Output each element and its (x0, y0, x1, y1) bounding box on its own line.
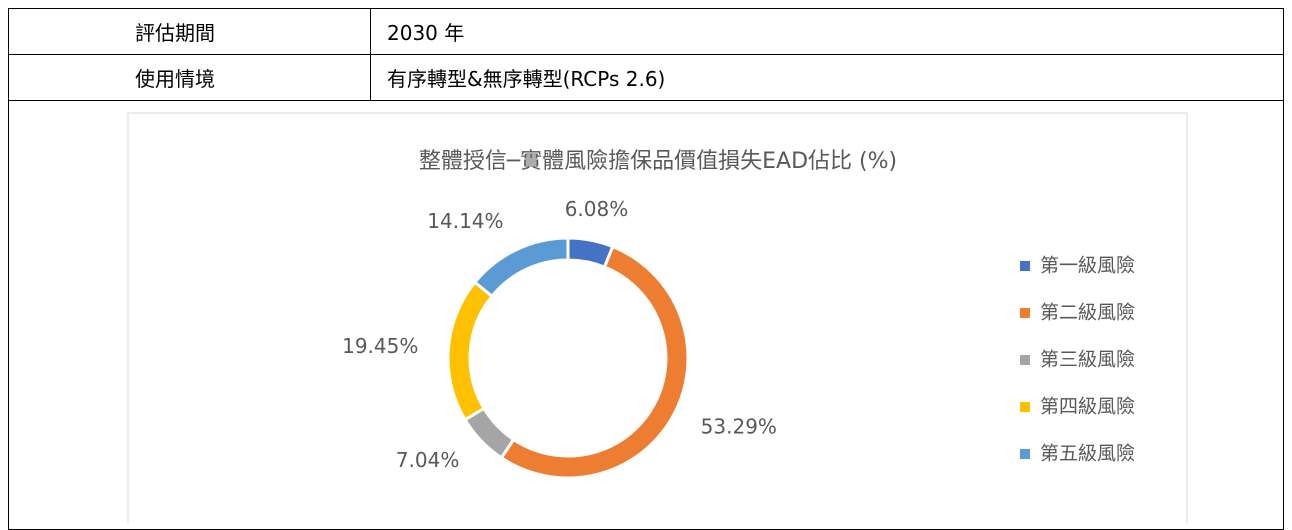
donut-segment (499, 244, 690, 480)
legend-label: 第一級風險 (1040, 255, 1135, 277)
legend-swatch (1020, 449, 1030, 459)
data-label: 6.08% (565, 197, 629, 221)
data-label: 19.45% (342, 334, 418, 358)
chart-title: 整體授信─實體風險擔保品價值損失EAD佔比 (%) (419, 149, 897, 174)
legend-swatch (1020, 355, 1030, 365)
legend-swatch (1020, 308, 1030, 318)
data-label: 14.14% (427, 209, 503, 233)
data-label: 7.04% (396, 448, 460, 472)
data-label: 53.29% (701, 414, 777, 438)
legend-swatch (1020, 261, 1030, 271)
legend-label: 第三級風險 (1040, 349, 1135, 371)
donut-segment (472, 236, 570, 299)
legend-label: 第四級風險 (1040, 396, 1135, 418)
legend-label: 第二級風險 (1040, 302, 1135, 324)
legend-label: 第五級風險 (1040, 443, 1135, 465)
legend-swatch (1020, 402, 1030, 412)
